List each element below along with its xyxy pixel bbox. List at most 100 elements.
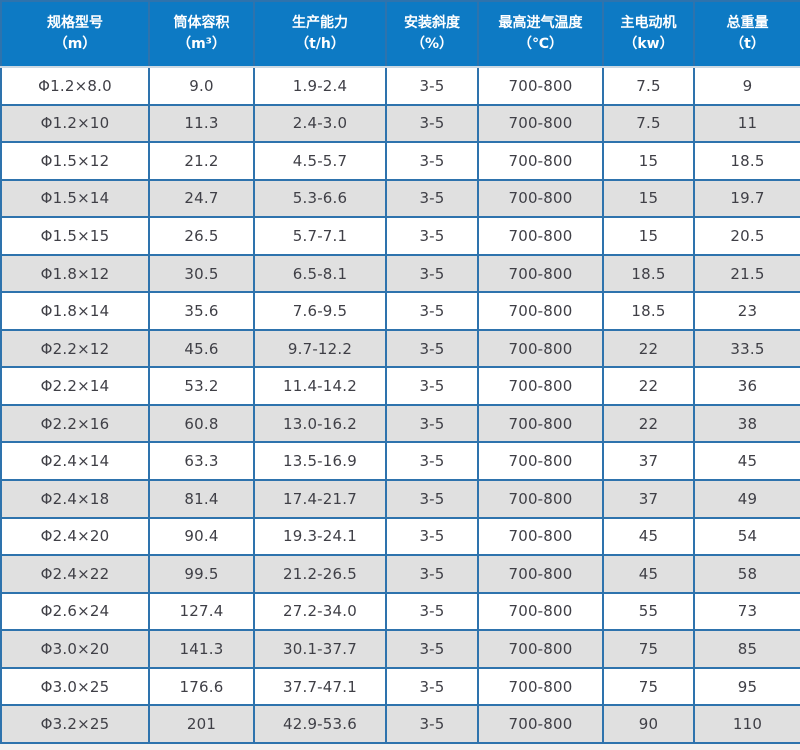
cell: 18.5 — [602, 253, 695, 294]
cell: Φ1.2×10 — [0, 103, 150, 144]
table-row: Φ1.5×12 21.2 4.5-5.7 3-5 700-800 15 18.5 — [0, 141, 800, 181]
cell: 700-800 — [477, 66, 604, 106]
cell: 22 — [602, 366, 695, 406]
cell: 700-800 — [477, 291, 604, 331]
column-label: 总重量 — [726, 15, 769, 31]
column-unit: （m） — [53, 36, 97, 52]
cell: 11.4-14.2 — [253, 366, 387, 406]
table-row: Φ2.2×14 53.2 11.4-14.2 3-5 700-800 22 36 — [0, 366, 800, 406]
cell: 81.4 — [148, 479, 255, 519]
column-header-7: 总重量 （t） — [693, 0, 800, 68]
column-label: 筒体容积 — [173, 15, 230, 31]
cell: 20.5 — [693, 216, 800, 256]
cell: 30.5 — [148, 253, 255, 294]
column-header-5: 最高进气温度 （℃） — [477, 0, 604, 68]
cell: 5.3-6.6 — [253, 178, 387, 219]
cell: 42.9-53.6 — [253, 704, 387, 744]
column-unit: （℃） — [518, 36, 563, 52]
cell: 58 — [693, 554, 800, 594]
cell: 3-5 — [385, 141, 479, 181]
cell: 35.6 — [148, 291, 255, 331]
column-header-1: 规格型号 （m） — [0, 0, 150, 68]
cell: 3-5 — [385, 253, 479, 294]
cell: 700-800 — [477, 216, 604, 256]
header-row: 规格型号 （m） 筒体容积 （m³） 生产能力 （t/h） 安装斜度 （%） 最高进气温度 （℃）… — [0, 0, 800, 68]
cell: 45 — [602, 554, 695, 594]
cell: 60.8 — [148, 403, 255, 444]
cell: Φ1.5×15 — [0, 216, 150, 256]
cell: 49 — [693, 479, 800, 519]
column-header-2: 筒体容积 （m³） — [148, 0, 255, 68]
cell: 21.2-26.5 — [253, 554, 387, 594]
cell: 90 — [602, 704, 695, 744]
table-row: Φ1.2×10 11.3 2.4-3.0 3-5 700-800 7.5 11 — [0, 103, 800, 144]
cell: 90.4 — [148, 516, 255, 557]
cell: 1.9-2.4 — [253, 66, 387, 106]
cell: 15 — [602, 216, 695, 256]
column-label: 主电动机 — [620, 15, 677, 31]
column-label: 安装斜度 — [404, 15, 460, 31]
cell: 700-800 — [477, 366, 604, 406]
table-row: Φ2.4×18 81.4 17.4-21.7 3-5 700-800 37 49 — [0, 479, 800, 519]
cell: 3-5 — [385, 629, 479, 669]
table-row: Φ2.2×16 60.8 13.0-16.2 3-5 700-800 22 38 — [0, 403, 800, 444]
cell: 63.3 — [148, 441, 255, 482]
cell: 3-5 — [385, 704, 479, 744]
cell: Φ3.2×25 — [0, 704, 150, 744]
cell: 19.3-24.1 — [253, 516, 387, 557]
column-unit: （m³） — [177, 36, 226, 52]
cell: 110 — [693, 704, 800, 744]
cell: 26.5 — [148, 216, 255, 256]
column-unit: （%） — [410, 36, 454, 52]
cell: 24.7 — [148, 178, 255, 219]
cell: 3-5 — [385, 178, 479, 219]
table-row: Φ3.2×25 201 42.9-53.6 3-5 700-800 90 110 — [0, 704, 800, 744]
cell: Φ2.4×20 — [0, 516, 150, 557]
cell: 6.5-8.1 — [253, 253, 387, 294]
column-label: 规格型号 — [47, 15, 103, 31]
cell: 45 — [693, 441, 800, 482]
cell: 21.5 — [693, 253, 800, 294]
cell: 700-800 — [477, 479, 604, 519]
cell: 3-5 — [385, 216, 479, 256]
cell: Φ1.5×14 — [0, 178, 150, 219]
column-header-6: 主电动机 （kw） — [602, 0, 695, 68]
column-label: 最高进气温度 — [498, 15, 583, 31]
cell: Φ2.4×18 — [0, 479, 150, 519]
cell: 37 — [602, 441, 695, 482]
table-row: Φ2.4×20 90.4 19.3-24.1 3-5 700-800 45 54 — [0, 516, 800, 557]
table-header: 规格型号 （m） 筒体容积 （m³） 生产能力 （t/h） 安装斜度 （%） 最高进气温度 （℃）… — [0, 0, 800, 68]
cell: 127.4 — [148, 591, 255, 632]
cell: 700-800 — [477, 591, 604, 632]
table-row: Φ3.0×25 176.6 37.7-47.1 3-5 700-800 75 95 — [0, 666, 800, 707]
table-row: Φ2.4×14 63.3 13.5-16.9 3-5 700-800 37 45 — [0, 441, 800, 482]
cell: 201 — [148, 704, 255, 744]
cell: 54 — [693, 516, 800, 557]
cell: 30.1-37.7 — [253, 629, 387, 669]
cell: 55 — [602, 591, 695, 632]
cell: 4.5-5.7 — [253, 141, 387, 181]
column-header-3: 生产能力 （t/h） — [253, 0, 387, 68]
cell: Φ2.4×22 — [0, 554, 150, 594]
cell: 3-5 — [385, 291, 479, 331]
cell: 37.7-47.1 — [253, 666, 387, 707]
cell: 700-800 — [477, 666, 604, 707]
cell: 22 — [602, 328, 695, 369]
cell: 38 — [693, 403, 800, 444]
cell: 141.3 — [148, 629, 255, 669]
cell: 9 — [693, 66, 800, 106]
cell: 3-5 — [385, 554, 479, 594]
cell: 700-800 — [477, 403, 604, 444]
cell: Φ1.2×8.0 — [0, 66, 150, 106]
cell: Φ2.2×16 — [0, 403, 150, 444]
cell: 73 — [693, 591, 800, 632]
cell: Φ2.6×24 — [0, 591, 150, 632]
cell: 700-800 — [477, 704, 604, 744]
table-body: Φ1.2×8.0 9.0 1.9-2.4 3-5 700-800 7.5 9 Φ1.2×10 1… — [0, 66, 800, 744]
table-row: Φ2.6×24 127.4 27.2-34.0 3-5 700-800 55 73 — [0, 591, 800, 632]
cell: 22 — [602, 403, 695, 444]
cell: 17.4-21.7 — [253, 479, 387, 519]
cell: 7.5 — [602, 103, 695, 144]
cell: 18.5 — [693, 141, 800, 181]
cell: 11 — [693, 103, 800, 144]
